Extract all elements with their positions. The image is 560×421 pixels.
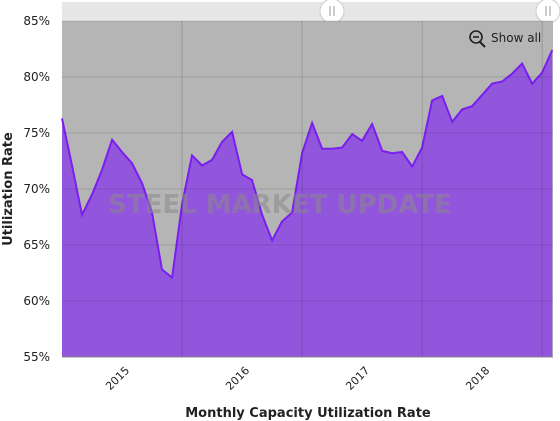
y-tick-label: 70%	[23, 182, 50, 196]
area	[62, 50, 553, 357]
x-tick-label: 2015	[103, 364, 132, 393]
x-tick-label: 2016	[223, 364, 252, 393]
navigator-bar[interactable]	[62, 2, 553, 21]
show-all-button[interactable]: Show all	[469, 30, 541, 48]
navigator-handle[interactable]	[319, 0, 345, 24]
button-label[interactable]: Show all	[491, 31, 541, 45]
y-axis-label: Utilization Rate	[1, 132, 16, 246]
x-tick-label: 2017	[343, 364, 372, 393]
y-tick-label: 75%	[23, 126, 50, 140]
chart-title: Monthly Capacity Utilization Rate	[185, 406, 431, 421]
y-tick-label: 60%	[23, 294, 50, 308]
x-tick-label: 2018	[463, 364, 492, 393]
y-tick-label: 80%	[23, 70, 50, 84]
line	[61, 49, 554, 280]
y-tick-label: 85%	[23, 14, 50, 28]
watermark: STEEL MARKET UPDATE	[108, 190, 452, 220]
plot-area	[61, 20, 554, 358]
navigator-handle[interactable]	[535, 0, 560, 24]
y-tick-label: 65%	[23, 238, 50, 252]
y-tick-label: 55%	[23, 350, 50, 364]
